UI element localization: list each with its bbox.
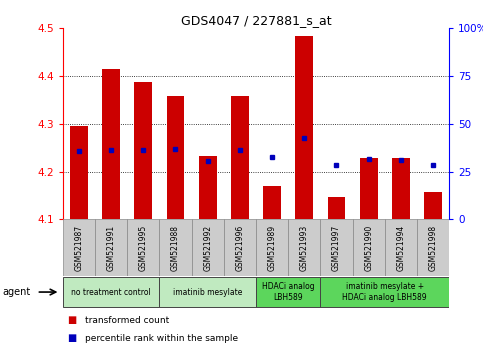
Bar (167, 96, 185, 219)
Text: GSM521998: GSM521998 (428, 225, 438, 271)
Text: percentile rank within the sample: percentile rank within the sample (85, 333, 238, 343)
Bar (320, 219, 353, 276)
Bar (63, 219, 95, 276)
Text: GSM521996: GSM521996 (235, 225, 244, 271)
Bar (192, 219, 224, 276)
Text: GSM521988: GSM521988 (171, 225, 180, 271)
Text: GSM521995: GSM521995 (139, 225, 148, 271)
Text: no treatment control: no treatment control (71, 287, 151, 297)
Text: GSM521991: GSM521991 (107, 225, 115, 271)
Bar (296, 36, 313, 219)
Text: GSM521992: GSM521992 (203, 225, 212, 271)
Text: GSM521997: GSM521997 (332, 225, 341, 271)
Text: ■: ■ (68, 333, 77, 343)
Title: GDS4047 / 227881_s_at: GDS4047 / 227881_s_at (181, 14, 331, 27)
Bar (288, 219, 320, 276)
Text: ■: ■ (68, 315, 77, 325)
Bar (256, 277, 320, 307)
Text: HDACi analog
LBH589: HDACi analog LBH589 (262, 282, 314, 302)
Bar (392, 158, 410, 219)
Bar (417, 219, 449, 276)
Text: GSM521994: GSM521994 (397, 225, 405, 271)
Bar (256, 219, 288, 276)
Bar (327, 196, 345, 219)
Text: imatinib mesylate +
HDACi analog LBH589: imatinib mesylate + HDACi analog LBH589 (342, 282, 427, 302)
Text: GSM521987: GSM521987 (74, 225, 84, 271)
Bar (95, 219, 127, 276)
Text: imatinib mesylate: imatinib mesylate (173, 287, 242, 297)
Text: GSM521993: GSM521993 (300, 225, 309, 271)
Text: GSM521989: GSM521989 (268, 225, 277, 271)
Bar (360, 158, 378, 219)
Text: transformed count: transformed count (85, 316, 169, 325)
Bar (102, 69, 120, 219)
Bar (385, 219, 417, 276)
Bar (127, 219, 159, 276)
Bar (159, 277, 256, 307)
Bar (159, 219, 192, 276)
Bar (70, 126, 88, 219)
Bar (224, 219, 256, 276)
Bar (320, 277, 449, 307)
Text: GSM521990: GSM521990 (364, 225, 373, 271)
Text: agent: agent (2, 287, 30, 297)
Bar (424, 192, 442, 219)
Bar (263, 186, 281, 219)
Bar (231, 96, 249, 219)
Bar (353, 219, 385, 276)
Bar (199, 156, 216, 219)
Bar (63, 277, 159, 307)
Bar (134, 82, 152, 219)
